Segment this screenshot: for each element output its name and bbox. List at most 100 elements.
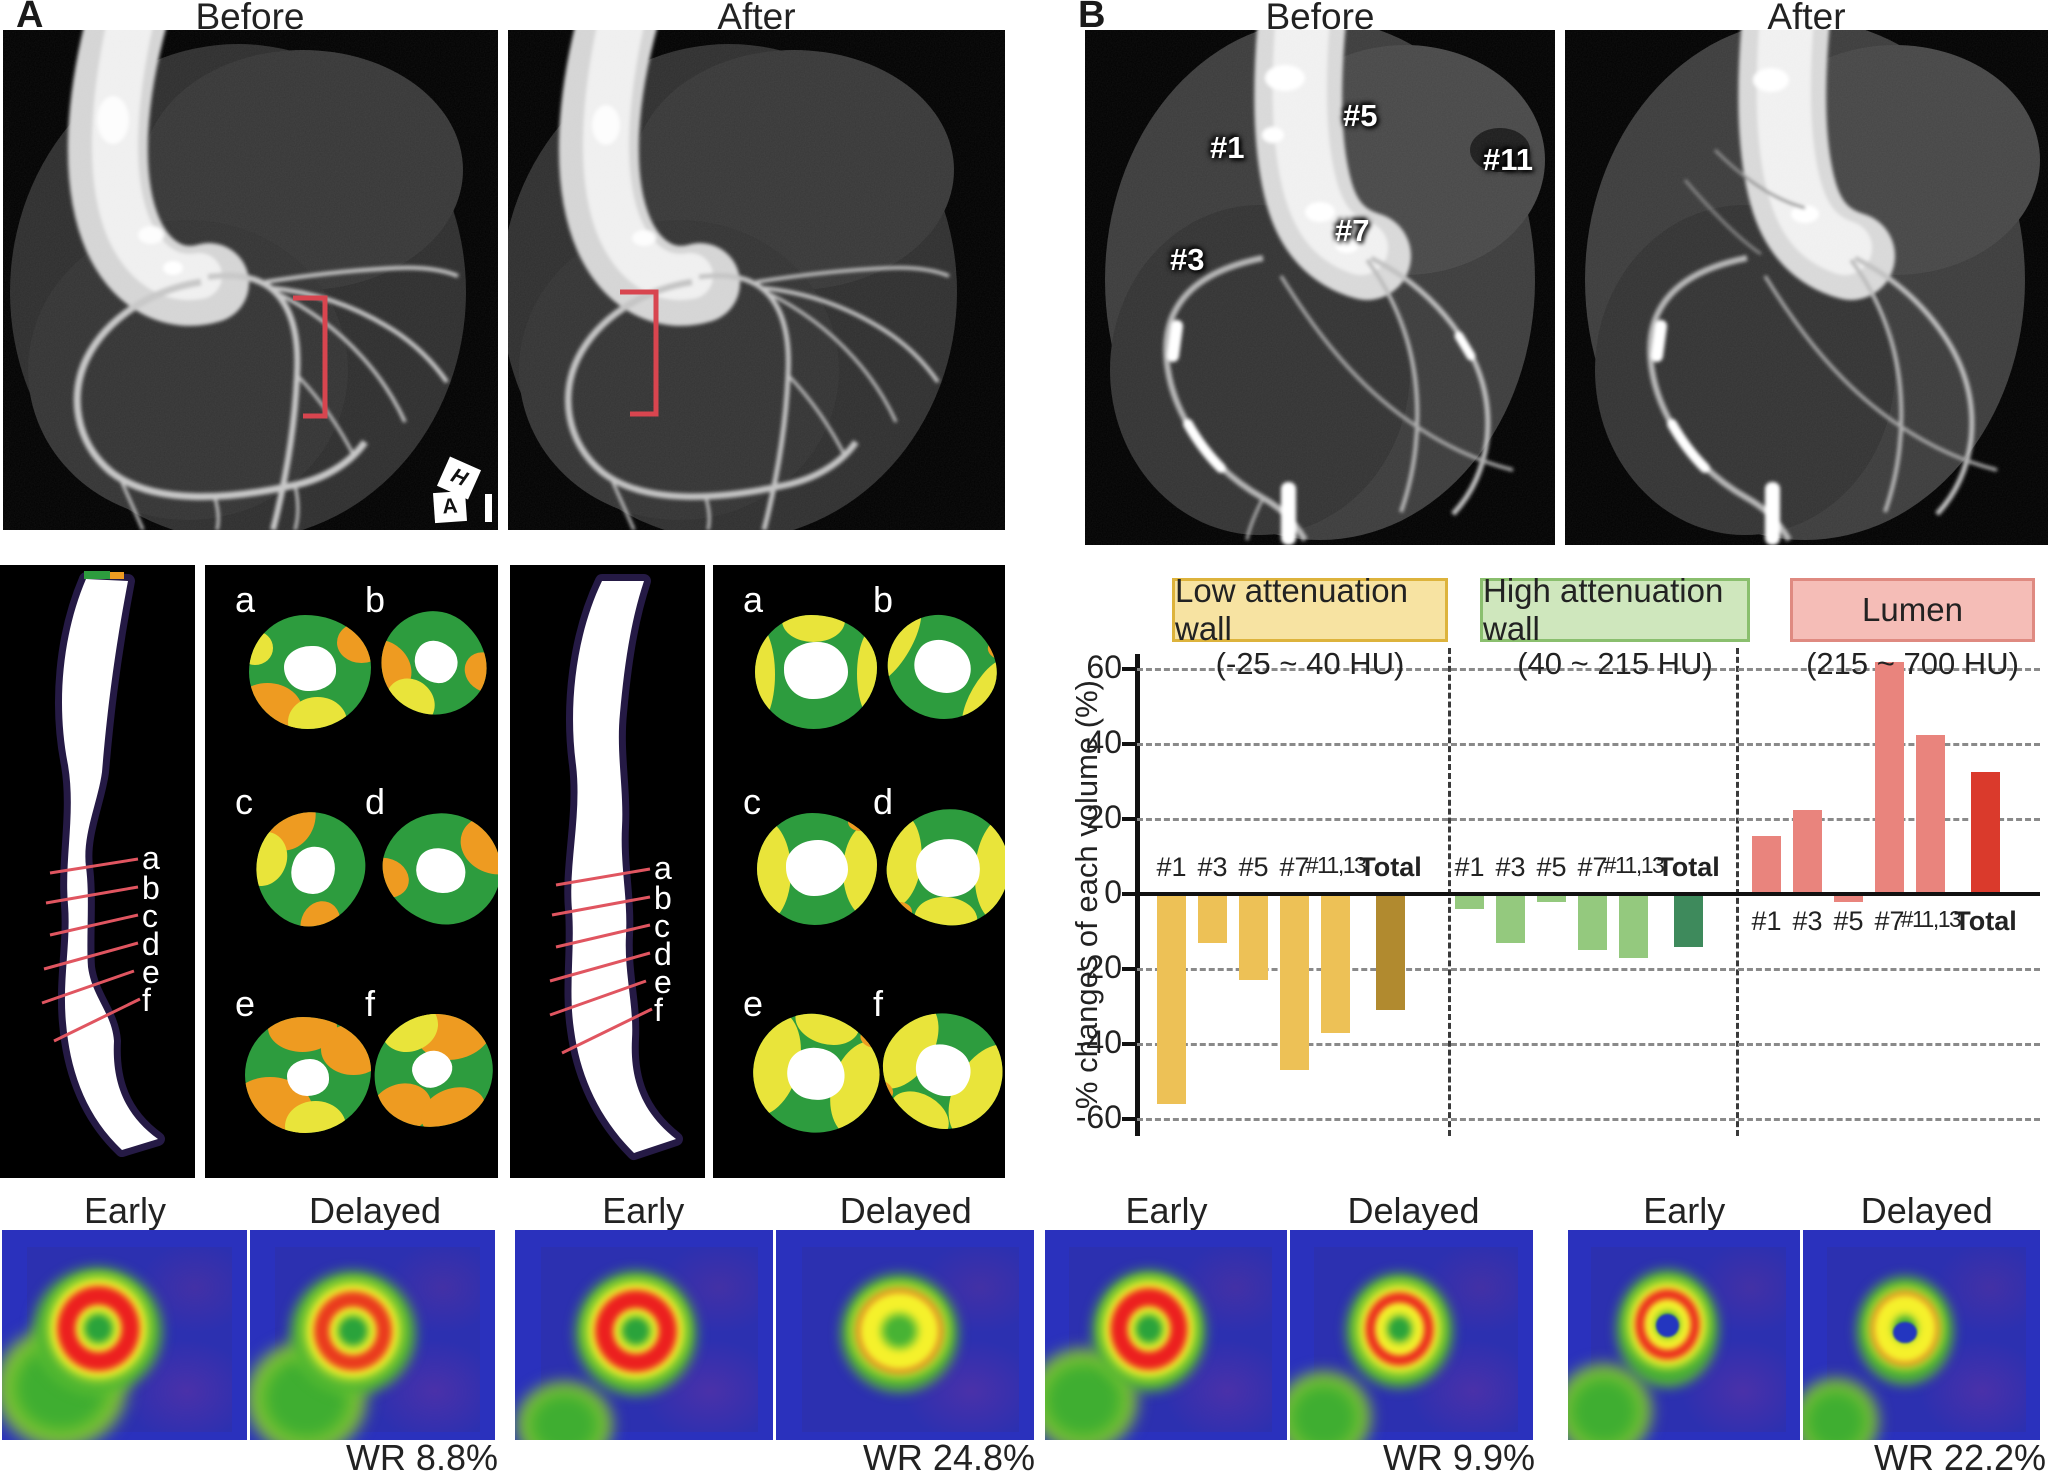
category-label-Total: Total [1954,906,2017,936]
svg-text:c: c [142,898,158,934]
bar-group1-Total [1376,894,1405,1011]
spect-delayed-image [1803,1230,2040,1440]
section-letter-a: a [743,579,764,620]
section-letter-c: c [235,781,253,822]
segment-label-1: #1 [1210,130,1245,165]
y-axis-title: % changes of each volume (%) [1069,680,1104,1110]
bar-group1-7 [1280,894,1309,1071]
plaque-section-d [882,803,1005,931]
svg-text:b: b [142,870,160,906]
spect-block-a2: Early Delayed WR 24.8% [512,1190,1037,1479]
category-label-3: #3 [1792,906,1823,936]
bar-group3-3 [1793,809,1822,894]
orientation-a: A [432,490,468,524]
spect-delayed-image [250,1230,495,1440]
legend-lumen: Lumen [1790,578,2035,642]
legend-high-attenuation-wall: High attenuation wall [1480,572,1750,647]
section-letter-e: e [235,983,256,1024]
plaque-section-c [239,796,381,942]
stenosis-bracket-annotation [293,295,328,419]
bar-group3-7 [1875,661,1904,894]
spect-early-image [515,1230,773,1440]
category-label-1: #1 [1751,906,1782,936]
bar-group1-3 [1198,894,1227,943]
bar-group1-5 [1239,894,1268,981]
delayed-label: Delayed [308,1190,442,1231]
category-label-Total: Total [1657,852,1720,882]
y-tick-0: 0 [1104,874,1122,910]
svg-text:c: c [654,908,670,944]
early-label: Early [1643,1190,1726,1231]
vessel-longitudinal-after: a b c d e f [510,565,705,1178]
category-label-1113: #11,13 [1603,852,1665,878]
y-tick--60: -60 [1075,1099,1122,1135]
ct-angiogram-a-after [508,30,1005,530]
volume-change-bar-chart: 60 40 20 0 -20 -40 -60 #1 #3 #5 #7 #11,13 Total #1 #3 #… [1060,562,2048,1180]
legend-label: Low attenuation wall [1175,572,1409,647]
category-label-7: #7 [1279,852,1310,882]
spect-block-b2: Early Delayed WR 22.2% [1563,1190,2048,1479]
gridline-40 [1137,743,2040,746]
bar-group2-7 [1578,894,1607,951]
section-letter-f: f [873,983,884,1024]
washout-rate: WR 24.8% [862,1437,1035,1478]
plaque-section-f [862,990,1005,1150]
washout-rate: WR 22.2% [1873,1437,2046,1478]
ct-angiogram-b-before: #1 #5 #11 #7 #3 [1085,30,1555,545]
spect-block-b1: Early Delayed WR 9.9% [1043,1190,1537,1479]
category-label-1: #1 [1454,852,1485,882]
section-letter-f: f [365,983,376,1024]
category-label-1113: #11,13 [1305,852,1367,878]
section-letter-e: e [743,983,764,1024]
early-label: Early [83,1190,167,1231]
gridline--40 [1137,1043,2040,1046]
section-letter-b: b [873,579,894,620]
vessel-longitudinal-before: a b c d e f [0,565,195,1178]
spect-delayed-image [776,1230,1034,1440]
orientation-marker: H A [432,456,492,524]
svg-text:e: e [654,964,672,1000]
bar-group3-5 [1834,894,1863,902]
section-letter-a: a [235,579,256,620]
spect-early-image [2,1230,247,1440]
bar-group2-1 [1455,894,1484,909]
panel-a-after-title: After [717,0,796,37]
bar-group2-5 [1537,894,1566,902]
spect-early-image [1568,1230,1800,1440]
range-lumen: (215 ~ 700 HU) [1806,646,2019,681]
y-tick-40: 40 [1086,724,1122,760]
plaque-section-e [245,1017,371,1133]
svg-text:b: b [654,880,672,916]
y-tick-60: 60 [1086,649,1122,685]
delayed-label: Delayed [1347,1190,1480,1231]
bar-group3-1113 [1916,734,1945,894]
category-label-7: #7 [1874,906,1905,936]
category-label-7: #7 [1577,852,1608,882]
category-label-3: #3 [1197,852,1228,882]
gridline--60 [1137,1118,2040,1121]
early-label: Early [1125,1190,1208,1231]
plaque-section-a [755,615,877,729]
zero-baseline [1137,892,2040,896]
y-tick-20: 20 [1086,799,1122,835]
section-letter-d: d [365,781,386,822]
legend-label: Lumen [1862,591,1963,628]
svg-text:d: d [142,926,160,962]
category-label-5: #5 [1536,852,1567,882]
gridline--20 [1137,968,2040,971]
ct-angiogram-b-after [1565,30,2048,545]
segment-label-5: #5 [1343,98,1378,133]
range-low-attenuation: (-25 ~ 40 HU) [1215,646,1405,681]
panel-a-before-title: Before [195,0,305,37]
section-letter-b: b [365,579,386,620]
legend-low-attenuation-wall: Low attenuation wall [1172,572,1448,647]
washout-rate: WR 8.8% [345,1437,498,1478]
gridline-20 [1137,818,2040,821]
delayed-label: Delayed [839,1190,972,1231]
bar-group2-Total [1674,894,1703,947]
category-label-3: #3 [1495,852,1526,882]
early-label: Early [602,1190,685,1231]
svg-text:a: a [654,850,672,886]
section-letter-c: c [743,781,761,822]
